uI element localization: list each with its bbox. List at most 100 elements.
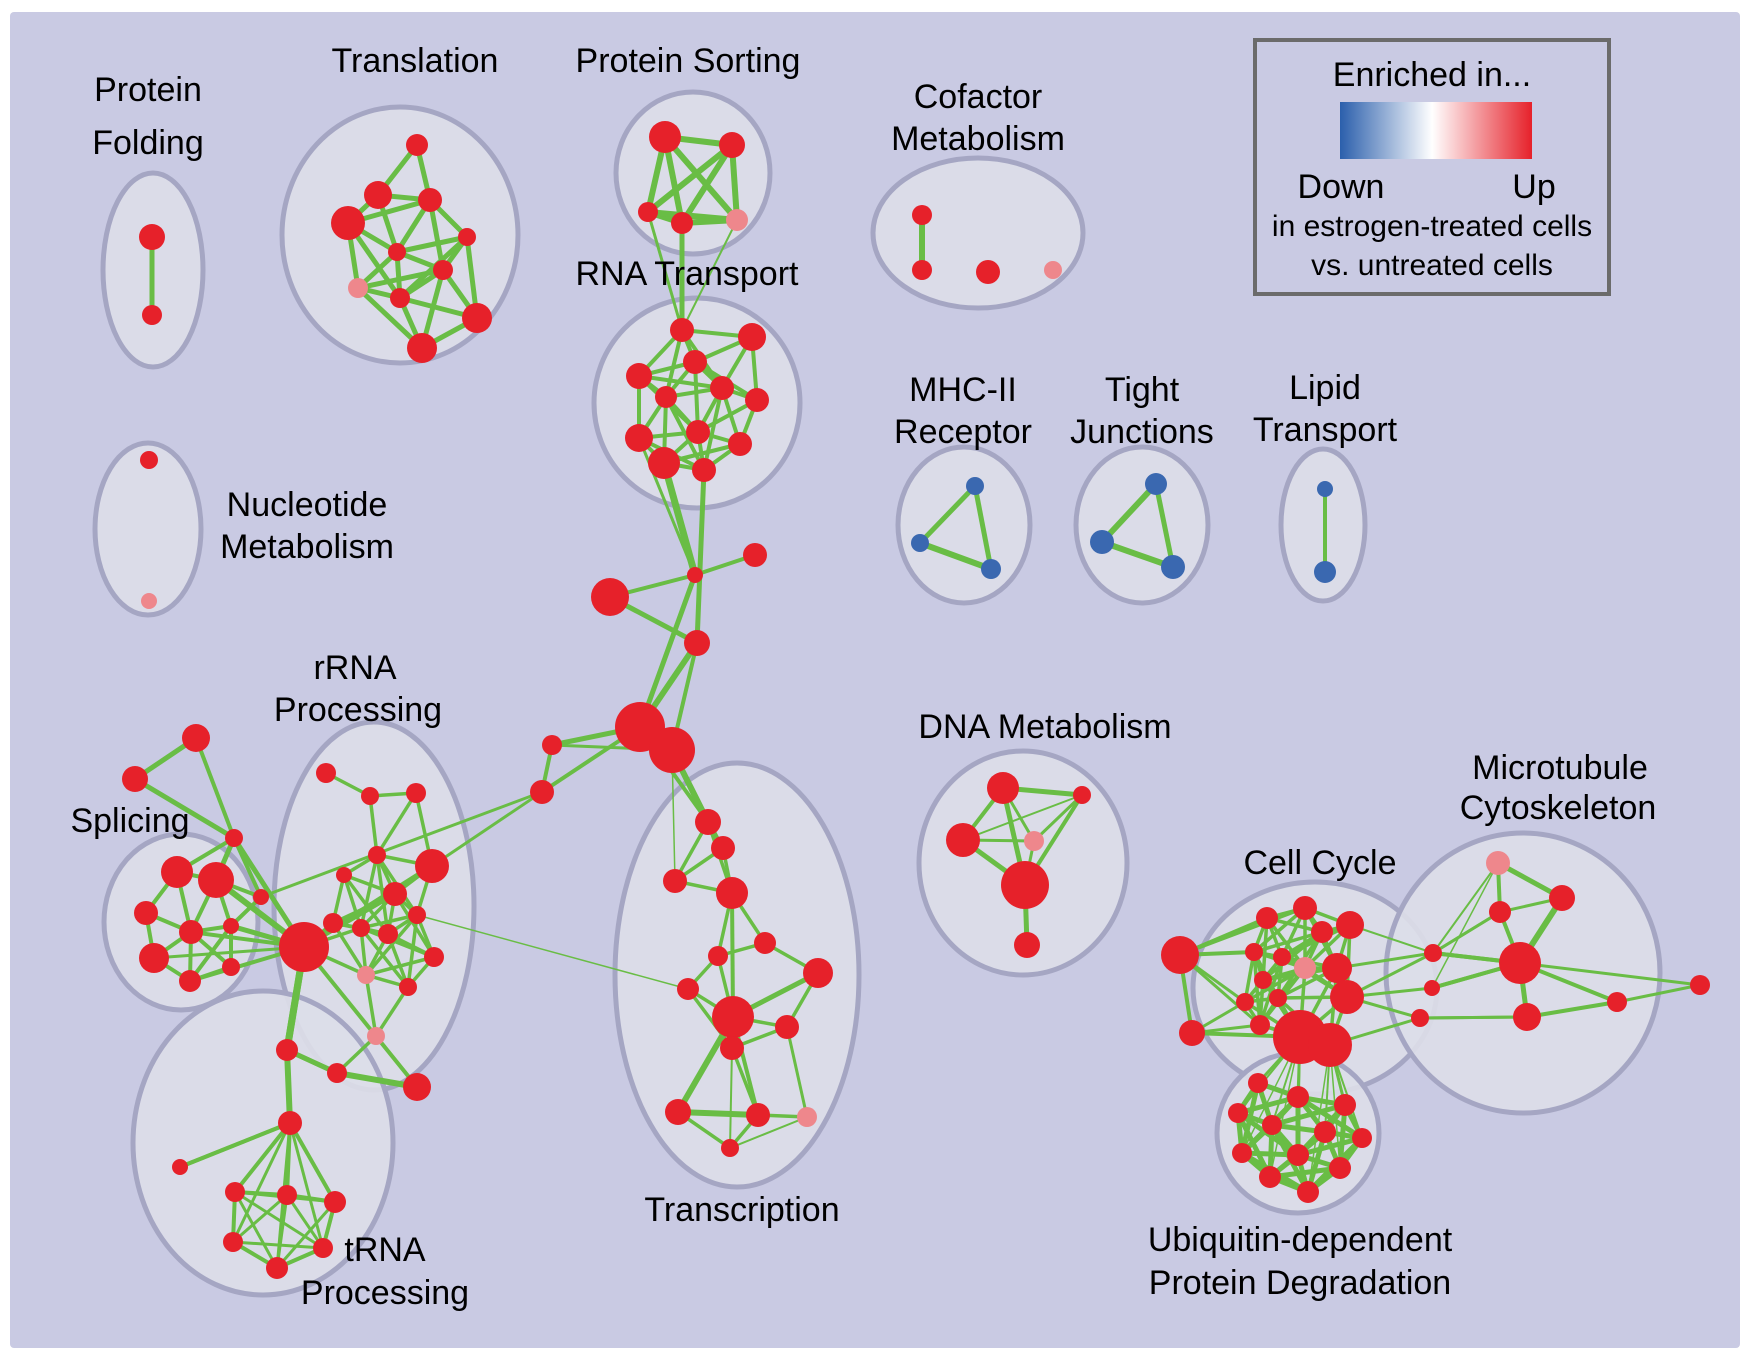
gene-set-node-rna-transport [626,363,652,389]
gene-set-node-rrna-processing [323,913,343,933]
edge [972,485,994,570]
cluster-label-dna-metabolism: DNA Metabolism [918,708,1171,746]
legend-caption-line2: vs. untreated cells [1311,249,1553,282]
gene-set-node-cofactor-metabolism [912,205,932,225]
edge [232,1240,324,1250]
gene-set-node-rna-transport [648,447,680,479]
cluster-label-mhc-ii-receptor: MHC-II [909,371,1017,409]
gene-set-node-microtubule-cytoskeleton [1486,851,1510,875]
edge [288,1122,337,1203]
gene-set-node-mhc-ii-receptor [966,477,984,495]
cluster-label-microtubule-cytoskeleton: Cytoskeleton [1460,789,1657,827]
edge [918,540,993,572]
gene-set-node-translation [462,303,492,333]
cluster-label-mhc-ii-receptor: Receptor [894,413,1032,451]
gene-set-node-ubiquitin-degradation [1297,1181,1319,1203]
edge [302,945,419,1089]
legend-box: Enriched in... Down Up in estrogen-treat… [1253,38,1611,296]
gene-set-node-microtubule-cytoskeleton [1411,1009,1429,1027]
gene-set-node-cell-cycle [1245,943,1263,961]
gene-set-node-transcription [775,1015,799,1039]
edge [1519,961,1701,987]
gene-set-node-rna-transport [738,323,766,351]
gene-set-node-protein-folding [139,224,165,250]
cluster-ellipse-nucleotide-metabolism [92,440,204,618]
cluster-ellipse-tight-junctions [1073,444,1211,606]
edge [1101,539,1174,570]
edge [1271,1102,1346,1128]
cluster-label-transcription: Transcription [644,1191,839,1229]
edge [232,1193,288,1244]
gene-set-node-splicing [182,724,210,752]
gene-set-node-trna-processing [277,1185,297,1205]
edge [285,1194,325,1249]
cluster-label-trna-processing: tRNA [344,1231,426,1269]
edge [729,1047,733,1149]
cluster-label-rrna-processing: rRNA [313,649,396,687]
gene-set-node-tight-junctions [1145,473,1167,495]
gene-set-node-cell-cycle [1308,1023,1352,1067]
gene-set-node-splicing [222,958,240,976]
gene-set-node-rna-transport [655,386,677,408]
gene-set-node-cofactor-metabolism [1044,261,1062,279]
gene-set-node-cell-cycle [1293,896,1317,920]
gene-set-node-splicing [122,766,148,792]
gene-set-node-ubiquitin-degradation [1314,1121,1336,1143]
gene-set-node-ubiquitin-degradation [1262,1115,1282,1135]
edge [406,914,419,988]
gene-set-node-trna-processing [172,1159,188,1175]
gene-set-node-rrna-processing [316,763,336,783]
gene-set-node-translation [407,333,437,363]
gene-set-node-cell-cycle [1336,911,1364,939]
gene-set-node-splicing [179,920,203,944]
edge [918,484,977,545]
edge [416,914,689,990]
edge [275,1201,337,1269]
edge [233,1191,279,1269]
edge [1336,951,1434,970]
cluster-label-rrna-processing: Processing [274,691,442,729]
gene-set-node-cell-cycle [1269,989,1287,1007]
edge [681,219,738,331]
gene-set-node-connector [687,567,703,583]
gene-set-node-ubiquitin-degradation [1352,1128,1372,1148]
gene-set-node-translation [348,278,368,298]
gene-set-node-transcription [797,1107,817,1127]
gene-set-node-connector [649,727,695,773]
cluster-label-trna-processing: Processing [301,1274,469,1312]
edge [1032,793,1084,843]
edge [677,1109,759,1118]
gene-set-node-trna-processing [278,1111,302,1135]
gene-set-node-rrna-processing [367,1027,385,1045]
gene-set-node-transcription [708,946,728,966]
gene-set-node-rna-transport [710,376,734,400]
gene-set-node-rrna-processing [368,846,386,864]
gene-set-node-protein-sorting [726,209,748,231]
edge [638,374,723,390]
edge [662,135,740,222]
edge [1307,1044,1331,1193]
gene-set-node-splicing [223,918,239,934]
gene-set-node-cell-cycle [1330,980,1364,1014]
gene-set-node-lipid-transport [1314,561,1336,583]
edge [431,790,543,868]
cluster-label-cofactor-metabolism: Metabolism [891,120,1065,158]
edge [1431,862,1499,989]
edge [368,795,379,856]
legend-up-label: Up [1512,168,1556,206]
gene-set-node-protein-sorting [719,132,745,158]
gene-set-node-microtubule-cytoskeleton [1499,942,1541,984]
gene-set-node-splicing [161,856,193,888]
gene-set-node-transcription [720,1036,744,1060]
gene-set-node-connector [1690,975,1710,995]
gene-set-node-rna-transport [686,420,710,444]
cluster-label-ubiquitin-degradation: Protein Degradation [1149,1264,1451,1302]
edge [375,792,418,856]
edge [702,387,724,471]
gene-set-node-tight-junctions [1161,555,1185,579]
edge [785,1026,809,1118]
cluster-label-cofactor-metabolism: Cofactor [914,78,1043,116]
gene-set-node-rrna-processing [327,1063,347,1083]
edge [646,211,684,331]
gene-set-node-transcription [695,809,721,835]
